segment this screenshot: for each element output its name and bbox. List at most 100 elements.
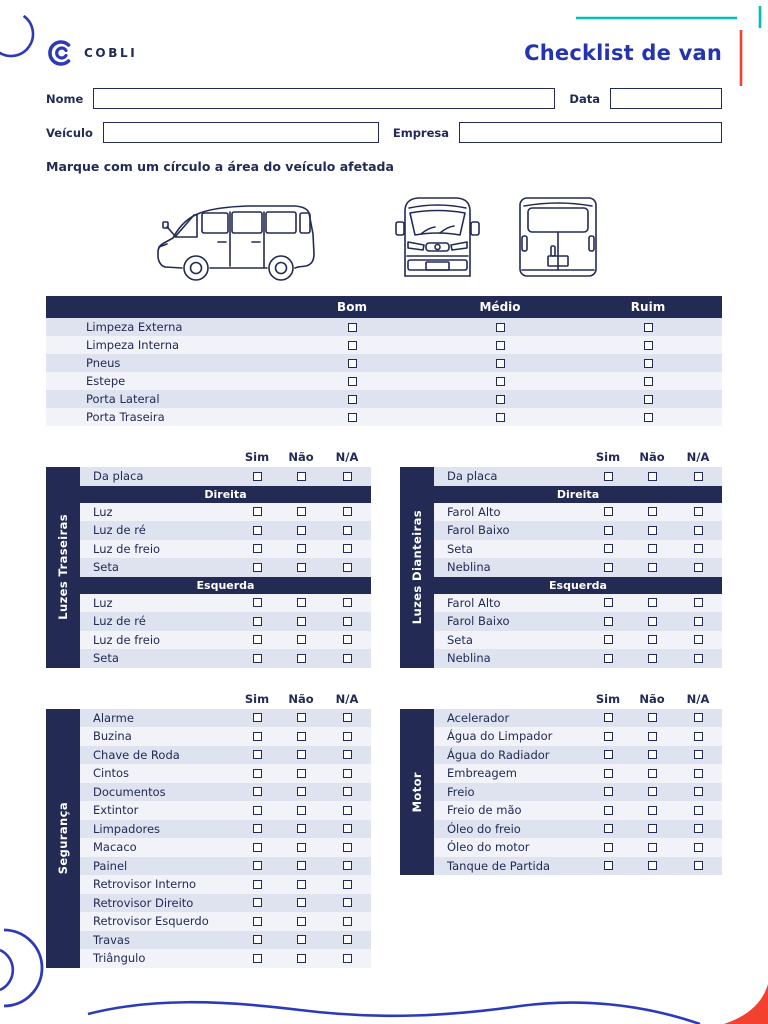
checkbox[interactable]	[296, 861, 306, 871]
checkbox[interactable]	[693, 824, 703, 834]
checkbox[interactable]	[693, 805, 703, 815]
checkbox[interactable]	[647, 471, 657, 481]
checkbox[interactable]	[347, 376, 357, 386]
checkbox[interactable]	[647, 562, 657, 572]
checkbox[interactable]	[647, 713, 657, 723]
nome-input[interactable]	[93, 88, 556, 109]
checkbox[interactable]	[342, 935, 352, 945]
checkbox[interactable]	[296, 731, 306, 741]
checkbox[interactable]	[296, 824, 306, 834]
checkbox[interactable]	[495, 412, 505, 422]
checkbox[interactable]	[347, 394, 357, 404]
checkbox[interactable]	[495, 322, 505, 332]
checkbox[interactable]	[647, 768, 657, 778]
checkbox[interactable]	[252, 935, 262, 945]
checkbox[interactable]	[296, 635, 306, 645]
checkbox[interactable]	[342, 750, 352, 760]
checkbox[interactable]	[647, 861, 657, 871]
checkbox[interactable]	[342, 616, 352, 626]
checkbox[interactable]	[647, 525, 657, 535]
checkbox[interactable]	[296, 616, 306, 626]
checkbox[interactable]	[296, 805, 306, 815]
checkbox[interactable]	[693, 598, 703, 608]
checkbox[interactable]	[252, 805, 262, 815]
checkbox[interactable]	[693, 768, 703, 778]
checkbox[interactable]	[647, 842, 657, 852]
checkbox[interactable]	[647, 616, 657, 626]
checkbox[interactable]	[693, 525, 703, 535]
checkbox[interactable]	[347, 358, 357, 368]
checkbox[interactable]	[342, 544, 352, 554]
checkbox[interactable]	[347, 322, 357, 332]
checkbox[interactable]	[647, 731, 657, 741]
checkbox[interactable]	[296, 544, 306, 554]
checkbox[interactable]	[252, 471, 262, 481]
checkbox[interactable]	[252, 916, 262, 926]
checkbox[interactable]	[342, 861, 352, 871]
checkbox[interactable]	[296, 768, 306, 778]
checkbox[interactable]	[603, 635, 613, 645]
checkbox[interactable]	[693, 635, 703, 645]
checkbox[interactable]	[647, 805, 657, 815]
checkbox[interactable]	[342, 824, 352, 834]
checkbox[interactable]	[296, 953, 306, 963]
checkbox[interactable]	[252, 824, 262, 834]
checkbox[interactable]	[296, 935, 306, 945]
checkbox[interactable]	[643, 394, 653, 404]
data-input[interactable]	[610, 88, 722, 109]
checkbox[interactable]	[252, 635, 262, 645]
checkbox[interactable]	[252, 731, 262, 741]
checkbox[interactable]	[342, 916, 352, 926]
checkbox[interactable]	[252, 507, 262, 517]
checkbox[interactable]	[693, 544, 703, 554]
checkbox[interactable]	[342, 525, 352, 535]
checkbox[interactable]	[647, 787, 657, 797]
checkbox[interactable]	[296, 507, 306, 517]
checkbox[interactable]	[647, 635, 657, 645]
checkbox[interactable]	[342, 471, 352, 481]
checkbox[interactable]	[643, 340, 653, 350]
checkbox[interactable]	[296, 842, 306, 852]
checkbox[interactable]	[347, 340, 357, 350]
checkbox[interactable]	[693, 787, 703, 797]
checkbox[interactable]	[693, 562, 703, 572]
checkbox[interactable]	[495, 394, 505, 404]
checkbox[interactable]	[252, 768, 262, 778]
checkbox[interactable]	[603, 653, 613, 663]
checkbox[interactable]	[252, 750, 262, 760]
checkbox[interactable]	[603, 544, 613, 554]
checkbox[interactable]	[252, 525, 262, 535]
checkbox[interactable]	[342, 787, 352, 797]
checkbox[interactable]	[342, 635, 352, 645]
checkbox[interactable]	[296, 598, 306, 608]
checkbox[interactable]	[693, 750, 703, 760]
checkbox[interactable]	[643, 376, 653, 386]
checkbox[interactable]	[252, 898, 262, 908]
checkbox[interactable]	[252, 544, 262, 554]
checkbox[interactable]	[252, 953, 262, 963]
checkbox[interactable]	[342, 507, 352, 517]
checkbox[interactable]	[296, 750, 306, 760]
checkbox[interactable]	[342, 898, 352, 908]
checkbox[interactable]	[252, 787, 262, 797]
checkbox[interactable]	[603, 861, 613, 871]
checkbox[interactable]	[296, 525, 306, 535]
checkbox[interactable]	[342, 731, 352, 741]
checkbox[interactable]	[643, 412, 653, 422]
checkbox[interactable]	[342, 598, 352, 608]
checkbox[interactable]	[693, 731, 703, 741]
checkbox[interactable]	[603, 805, 613, 815]
checkbox[interactable]	[603, 731, 613, 741]
checkbox[interactable]	[252, 598, 262, 608]
checkbox[interactable]	[252, 616, 262, 626]
checkbox[interactable]	[603, 562, 613, 572]
checkbox[interactable]	[296, 562, 306, 572]
checkbox[interactable]	[647, 750, 657, 760]
veiculo-input[interactable]	[102, 122, 379, 143]
checkbox[interactable]	[342, 805, 352, 815]
checkbox[interactable]	[603, 616, 613, 626]
checkbox[interactable]	[603, 525, 613, 535]
checkbox[interactable]	[603, 598, 613, 608]
checkbox[interactable]	[252, 653, 262, 663]
checkbox[interactable]	[342, 879, 352, 889]
